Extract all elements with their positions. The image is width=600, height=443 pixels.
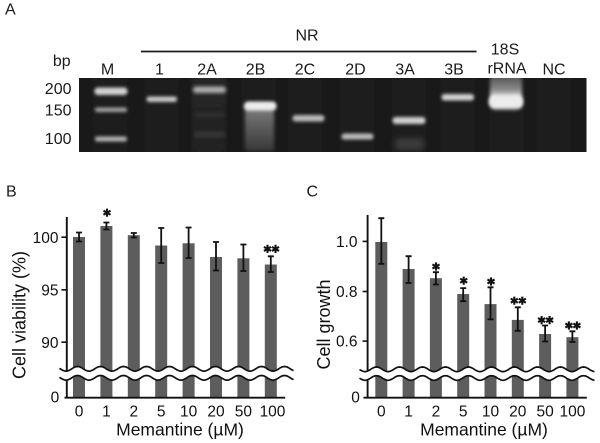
svg-text:100: 100 xyxy=(33,230,59,247)
svg-text:18S: 18S xyxy=(491,42,519,59)
svg-text:100: 100 xyxy=(45,131,72,148)
svg-text:M: M xyxy=(101,62,114,79)
svg-text:1: 1 xyxy=(155,62,164,79)
svg-text:50: 50 xyxy=(536,404,554,421)
svg-text:0.6: 0.6 xyxy=(336,334,358,351)
svg-text:NC: NC xyxy=(542,62,565,79)
svg-text:2D: 2D xyxy=(345,62,365,79)
svg-text:200: 200 xyxy=(45,81,72,98)
svg-text:50: 50 xyxy=(235,404,253,421)
svg-text:90: 90 xyxy=(41,335,59,352)
svg-text:0: 0 xyxy=(51,389,60,406)
svg-text:5: 5 xyxy=(157,404,166,421)
svg-text:Cell viability (%): Cell viability (%) xyxy=(10,251,30,379)
svg-text:10: 10 xyxy=(482,404,500,421)
svg-text:2B: 2B xyxy=(246,62,266,79)
svg-text:2: 2 xyxy=(129,404,138,421)
svg-text:150: 150 xyxy=(45,103,72,120)
svg-text:2A: 2A xyxy=(197,62,217,79)
svg-text:rRNA: rRNA xyxy=(487,61,526,78)
svg-text:10: 10 xyxy=(180,404,198,421)
svg-text:2: 2 xyxy=(432,404,441,421)
svg-text:bp: bp xyxy=(53,53,71,70)
svg-text:0.8: 0.8 xyxy=(336,284,358,301)
svg-text:C: C xyxy=(307,183,319,200)
svg-text:Memantine (µM): Memantine (µM) xyxy=(420,419,548,439)
svg-text:2C: 2C xyxy=(295,62,315,79)
svg-text:1: 1 xyxy=(404,404,413,421)
svg-text:20: 20 xyxy=(509,404,527,421)
svg-text:0: 0 xyxy=(75,404,84,421)
svg-text:95: 95 xyxy=(41,282,58,299)
svg-text:B: B xyxy=(6,183,17,200)
svg-text:100: 100 xyxy=(559,404,585,421)
svg-text:Memantine (µM): Memantine (µM) xyxy=(116,419,244,439)
svg-text:0: 0 xyxy=(351,390,360,407)
svg-text:5: 5 xyxy=(459,404,468,421)
svg-text:3B: 3B xyxy=(444,62,464,79)
svg-text:Cell growth: Cell growth xyxy=(314,279,334,369)
svg-text:A: A xyxy=(5,2,16,19)
svg-text:0: 0 xyxy=(377,404,386,421)
svg-text:3A: 3A xyxy=(395,62,415,79)
svg-text:NR: NR xyxy=(295,28,318,45)
svg-text:20: 20 xyxy=(207,404,225,421)
svg-text:100: 100 xyxy=(260,404,286,421)
svg-text:1: 1 xyxy=(102,404,111,421)
svg-text:1.0: 1.0 xyxy=(336,234,358,251)
